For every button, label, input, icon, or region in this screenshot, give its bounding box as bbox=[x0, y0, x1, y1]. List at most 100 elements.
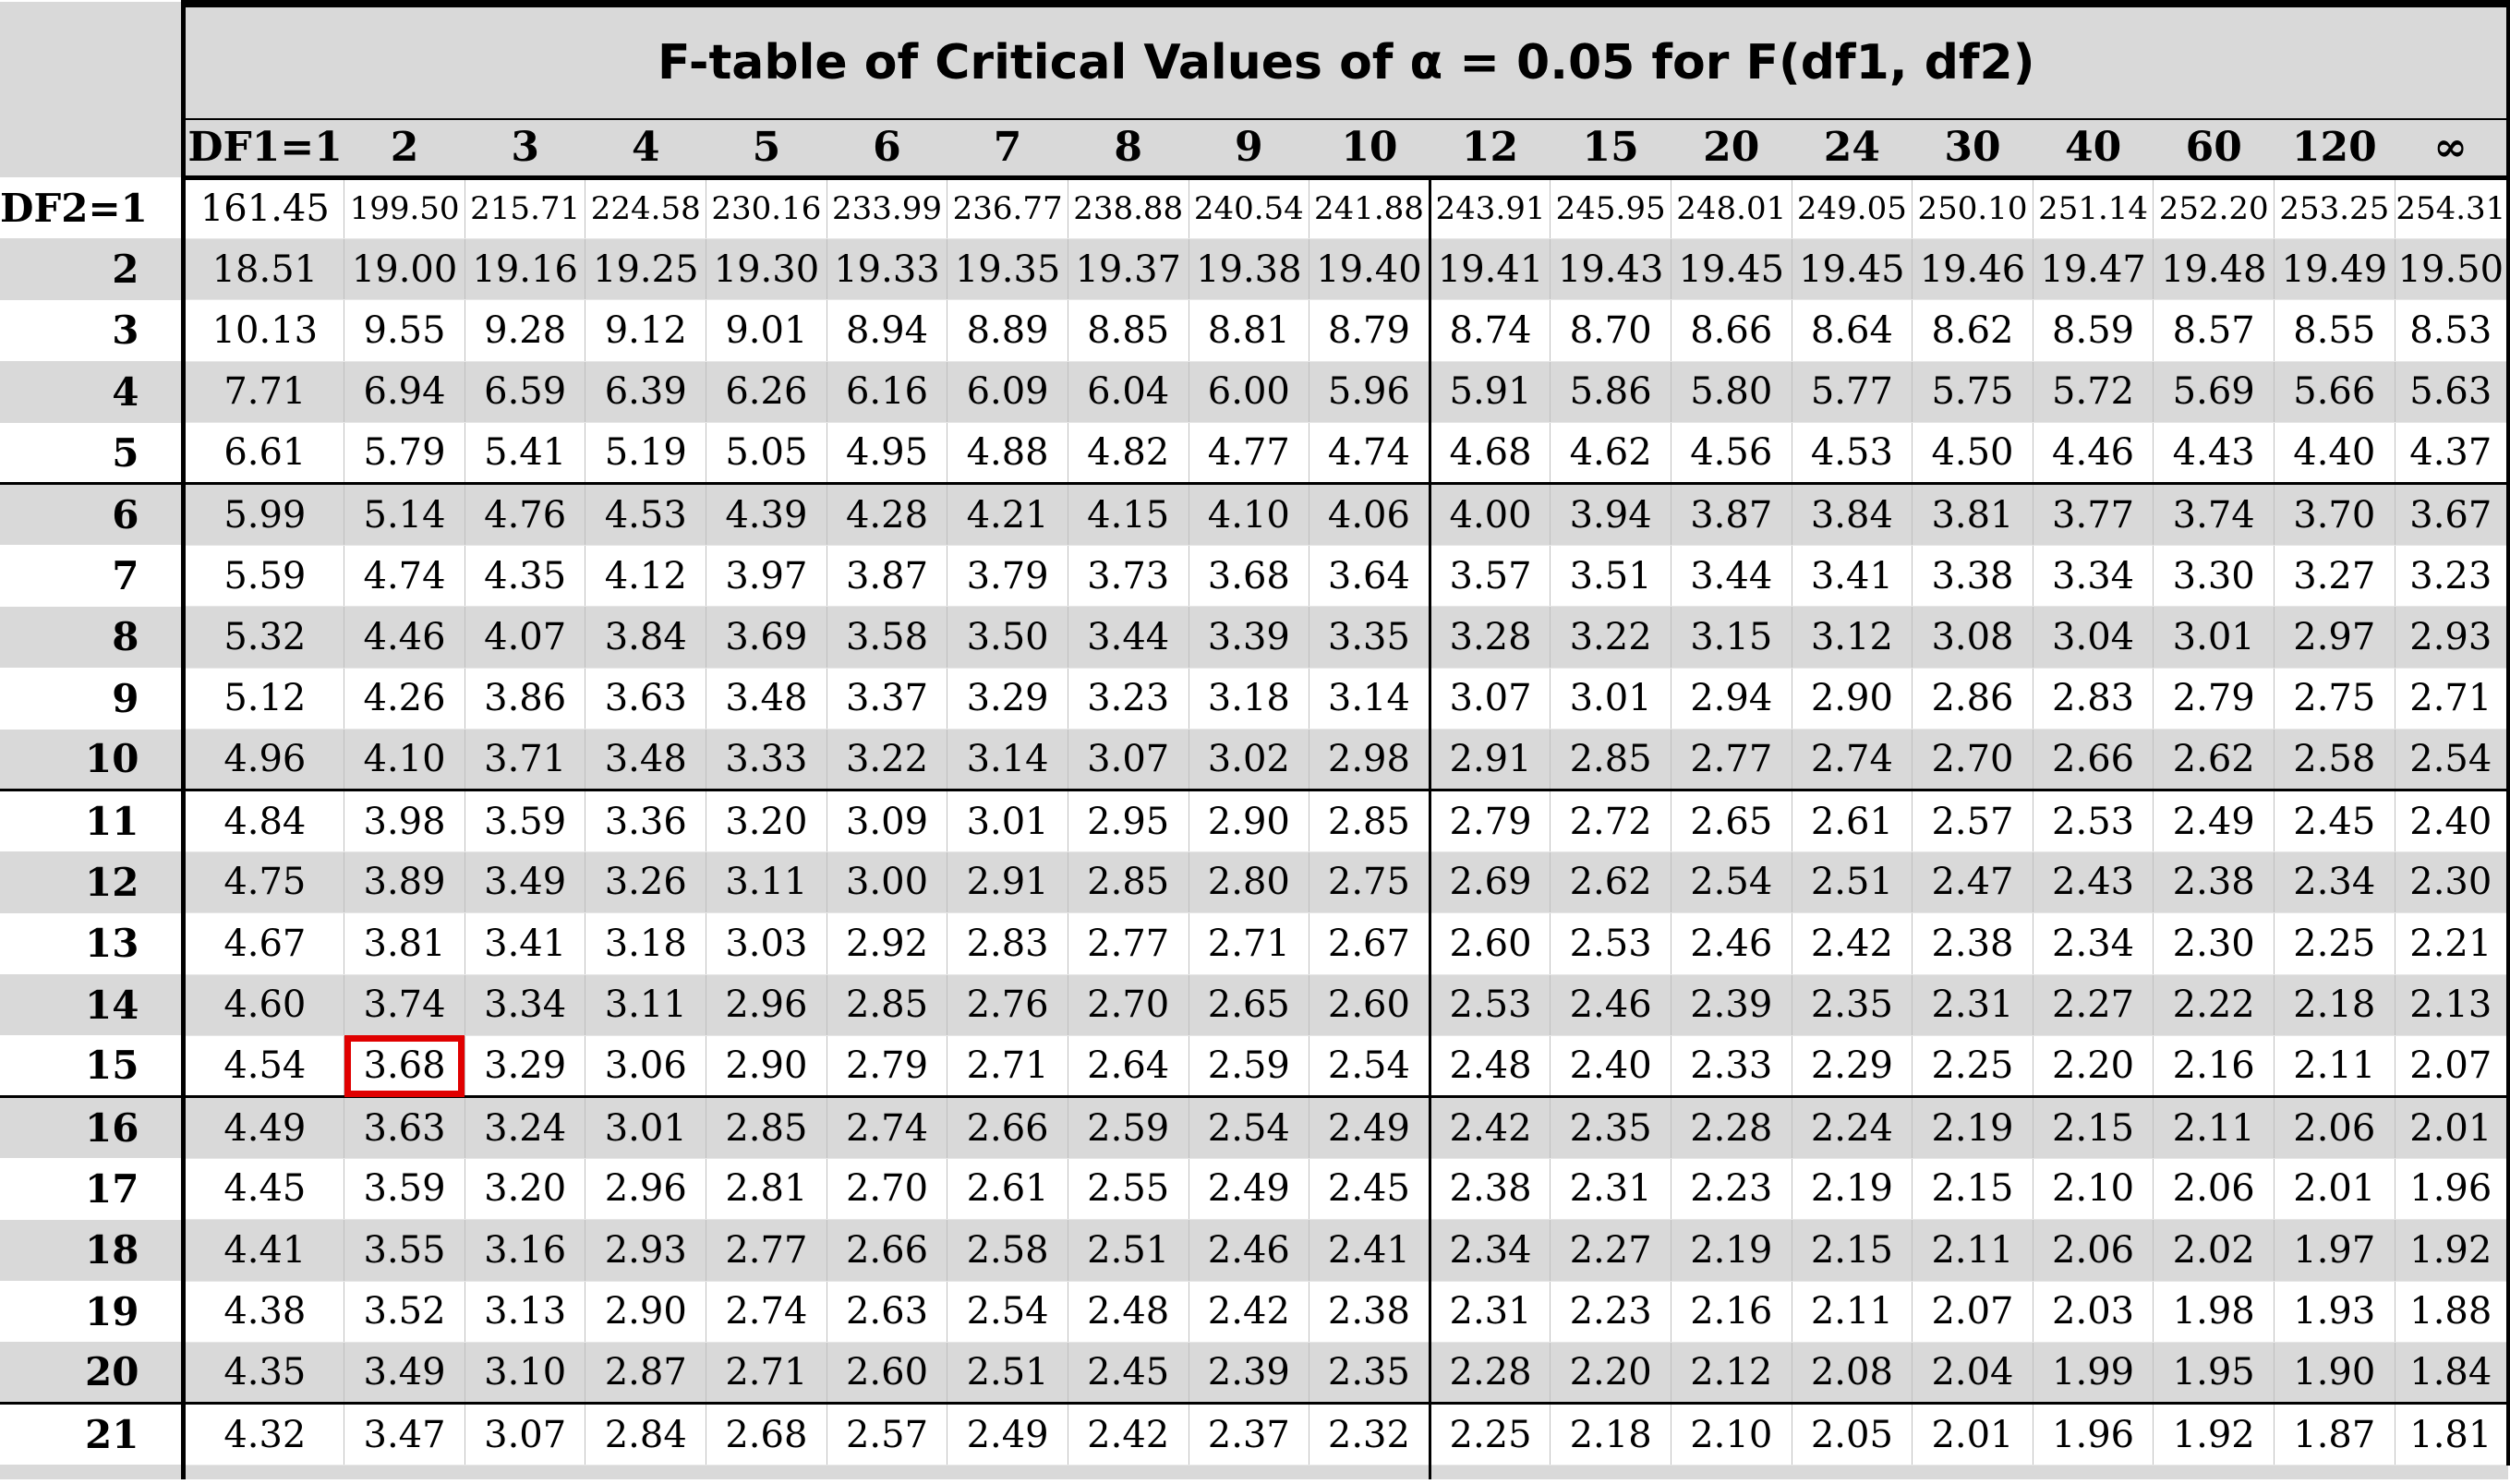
table-cell: 3.51 bbox=[1550, 545, 1671, 608]
table-cell: 3.16 bbox=[465, 1219, 586, 1282]
table-cell: 3.64 bbox=[1309, 545, 1431, 608]
table-cell: 2.51 bbox=[1792, 851, 1913, 914]
table-cell: 3.01 bbox=[585, 1095, 707, 1159]
table-row: 10 4.96 4.10 3.71 3.48 3.33 3.22 3.14 3.07 3.02 2.… bbox=[0, 729, 2510, 791]
column-header: 20 bbox=[1671, 118, 1792, 180]
table-cell: 8.59 bbox=[2033, 299, 2154, 362]
table-cell: 3.69 bbox=[706, 606, 827, 669]
table-row: 17 4.45 3.59 3.20 2.96 2.81 2.70 2.61 2.55 2.49 2.… bbox=[0, 1158, 2510, 1221]
table-cell: 1.97 bbox=[2274, 1219, 2395, 1282]
column-header: 4 bbox=[585, 118, 706, 180]
table-cell: 2.48 bbox=[1068, 1281, 1189, 1343]
table-cell: 8.55 bbox=[2274, 299, 2395, 362]
table-cell: 3.22 bbox=[827, 729, 948, 791]
table-cell: 3.74 bbox=[2153, 482, 2275, 546]
table-cell: 2.34 bbox=[2033, 912, 2154, 975]
table-cell: 2.69 bbox=[1430, 851, 1551, 914]
table-cell: 3.67 bbox=[2395, 482, 2510, 546]
table-cell: 3.34 bbox=[2033, 545, 2154, 608]
table-row: 19 4.38 3.52 3.13 2.90 2.74 2.63 2.54 2.48 2.42 2.… bbox=[0, 1281, 2510, 1343]
table-cell: 2.24 bbox=[1792, 1095, 1913, 1159]
table-cell: 2.29 bbox=[1792, 1035, 1913, 1098]
table-cell: 253.25 bbox=[2274, 177, 2395, 239]
table-row: 18 4.41 3.55 3.16 2.93 2.77 2.66 2.58 2.51 2.46 2.… bbox=[0, 1219, 2510, 1282]
table-cell: 3.89 bbox=[344, 851, 465, 914]
table-row: 2 18.51 19.00 19.16 19.25 19.30 19.33 19.35 19.3… bbox=[0, 238, 2510, 301]
table-cell: 2.51 bbox=[947, 1342, 1068, 1405]
table-cell: 2.66 bbox=[947, 1095, 1068, 1159]
table-cell: 2.23 bbox=[1671, 1158, 1792, 1221]
table-cell: 2.70 bbox=[1068, 974, 1189, 1036]
table-cell: 2.94 bbox=[1671, 668, 1792, 730]
table-cell: 2.96 bbox=[706, 974, 827, 1036]
row-header: 2 bbox=[0, 238, 184, 300]
column-header: 8 bbox=[1068, 118, 1189, 180]
cut-off-cell bbox=[1792, 1465, 1913, 1480]
cut-off-cell bbox=[585, 1465, 706, 1480]
column-header-row: DF1=1 2 3 4 5 6 7 8 9 10 12 15 20 24 30 40 60 120 ∞ bbox=[0, 118, 2510, 180]
table-cell: 3.39 bbox=[1189, 606, 1310, 669]
table-cell: 2.65 bbox=[1189, 974, 1310, 1036]
table-cell: 2.53 bbox=[1430, 974, 1551, 1036]
table-cell: 3.29 bbox=[465, 1035, 586, 1098]
table-cell: 2.03 bbox=[2033, 1281, 2154, 1343]
table-cell: 3.09 bbox=[827, 789, 948, 852]
table-cell: 3.07 bbox=[465, 1402, 586, 1466]
cut-off-row bbox=[0, 1465, 2508, 1480]
table-cell: 4.84 bbox=[181, 789, 345, 852]
table-cell: 5.75 bbox=[1912, 361, 2033, 424]
table-cell: 2.54 bbox=[947, 1281, 1068, 1343]
table-cell: 2.21 bbox=[2395, 912, 2510, 975]
table-cell: 3.79 bbox=[947, 545, 1068, 608]
row-header: 13 bbox=[0, 912, 184, 975]
table-cell: 2.74 bbox=[706, 1281, 827, 1343]
table-cell: 3.22 bbox=[1550, 606, 1671, 669]
table-cell: 19.38 bbox=[1189, 238, 1310, 301]
table-cell: 3.86 bbox=[465, 668, 586, 730]
table-cell: 5.12 bbox=[181, 668, 345, 730]
table-cell: 2.25 bbox=[2274, 912, 2395, 975]
table-cell: 2.83 bbox=[2033, 668, 2154, 730]
cut-off-cell bbox=[344, 1465, 465, 1480]
table-cell: 2.65 bbox=[1671, 789, 1792, 852]
table-cell: 2.79 bbox=[827, 1035, 948, 1098]
table-cell: 2.91 bbox=[1430, 729, 1551, 791]
table-cell: 4.26 bbox=[344, 668, 465, 730]
table-cell: 2.74 bbox=[827, 1095, 948, 1159]
table-cell: 4.82 bbox=[1068, 422, 1189, 485]
table-cell: 2.42 bbox=[1430, 1095, 1551, 1159]
table-cell: 6.59 bbox=[465, 361, 586, 424]
row-header: 21 bbox=[0, 1402, 184, 1466]
table-cell: 250.10 bbox=[1912, 177, 2033, 239]
cut-off-cell bbox=[1912, 1465, 2033, 1480]
table-cell: 3.63 bbox=[344, 1095, 465, 1159]
table-cell: 1.98 bbox=[2153, 1281, 2275, 1343]
table-cell: 3.84 bbox=[585, 606, 707, 669]
table-cell: 3.58 bbox=[827, 606, 948, 669]
table-cell: 3.70 bbox=[2274, 482, 2395, 546]
table-cell: 8.57 bbox=[2153, 299, 2275, 362]
table-cell: 8.85 bbox=[1068, 299, 1189, 362]
table-cell: 2.64 bbox=[1068, 1035, 1189, 1098]
table-cell: 2.13 bbox=[2395, 974, 2510, 1036]
table-cell: 2.71 bbox=[706, 1342, 827, 1405]
table-cell: 199.50 bbox=[344, 177, 465, 239]
table-cell: 4.40 bbox=[2274, 422, 2395, 485]
column-header: DF1=1 bbox=[181, 118, 344, 180]
table-cell: 2.18 bbox=[1550, 1402, 1671, 1466]
table-cell: 2.05 bbox=[1792, 1402, 1913, 1466]
table-cell: 240.54 bbox=[1189, 177, 1310, 239]
table-cell: 3.33 bbox=[706, 729, 827, 791]
table-cell: 4.60 bbox=[181, 974, 345, 1036]
table-cell: 3.01 bbox=[947, 789, 1068, 852]
table-cell: 2.71 bbox=[2395, 668, 2510, 730]
table-cell: 2.58 bbox=[947, 1219, 1068, 1282]
title-corner bbox=[0, 2, 184, 119]
row-header: 11 bbox=[0, 789, 184, 852]
table-cell: 6.04 bbox=[1068, 361, 1189, 424]
table-cell: 3.18 bbox=[585, 912, 707, 975]
table-cell: 4.35 bbox=[465, 545, 586, 608]
row-header: 17 bbox=[0, 1158, 184, 1220]
table-cell: 2.72 bbox=[1550, 789, 1671, 852]
table-cell: 4.68 bbox=[1430, 422, 1551, 485]
